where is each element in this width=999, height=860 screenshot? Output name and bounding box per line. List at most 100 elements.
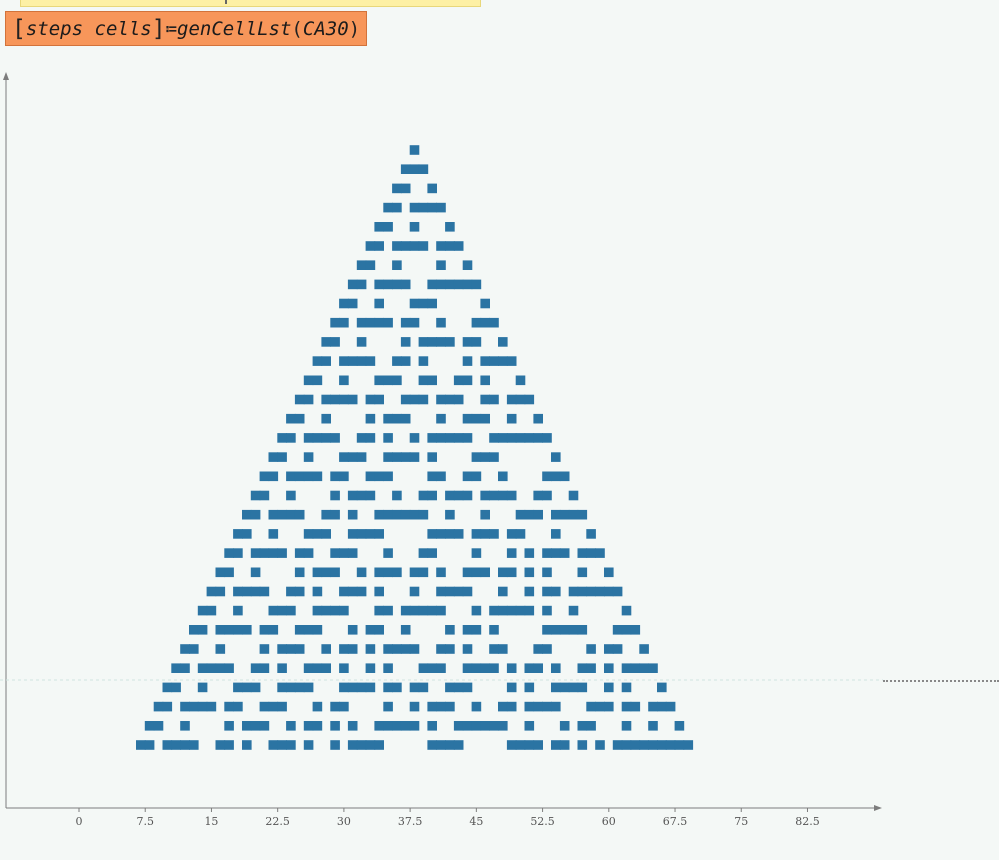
ca-cell [489,721,499,731]
ca-cell [303,452,314,462]
ca-cell [436,317,446,328]
ca-cell [604,567,614,578]
ca-cell [347,279,358,290]
ca-cell [392,567,402,578]
previous-math-region[interactable] [20,0,481,7]
ca-cell [559,721,570,731]
ca-cell [551,740,561,750]
ca-cell [586,644,596,654]
ca-cell [542,548,552,558]
ca-cell [365,682,376,693]
ca-cell [515,375,526,386]
ca-cell [436,337,446,347]
ca-cell [586,586,596,597]
ca-cell [339,586,349,597]
ca-cell [489,605,499,616]
ca-cell [374,375,384,386]
ca-cell [374,298,384,309]
ca-cell [480,567,490,578]
ca-cell [471,567,482,578]
ca-cell [206,663,217,673]
ca-cell [506,490,517,501]
ca-cell [356,260,367,270]
ca-cell [242,682,252,693]
ca-cell [365,394,376,405]
ca-cell [294,471,305,482]
ca-cell [312,529,323,539]
ca-cell [321,509,331,520]
ca-cell [286,644,296,654]
ca-cell [180,663,190,673]
ca-cell [215,586,226,597]
ca-cell [621,682,632,693]
ca-cell [462,260,473,270]
ca-cell [189,644,199,654]
ca-cell [427,721,437,731]
ca-cell [453,279,464,290]
ca-cell [294,548,305,558]
ca-cell [268,701,279,712]
ca-cell [445,337,455,347]
ca-cell [586,701,596,712]
lhs-cells: cells [94,17,152,40]
ca-cell [533,701,543,712]
ca-cell [515,394,526,405]
ca-cell [436,740,446,750]
ca-cell [453,490,464,501]
ca-cell [268,452,279,462]
ca-cell [568,605,579,616]
ca-cell [559,509,570,520]
ca-cell [542,471,552,482]
ca-cell [286,682,296,693]
ca-cell [400,509,411,520]
ca-cell [365,529,376,539]
ca-cell [189,701,199,712]
ca-cell [383,682,393,693]
ca-cell [604,682,614,693]
x-tick-label: 52.5 [530,815,555,828]
ca-cell [498,701,508,712]
ca-cell [268,548,279,558]
ca-cell [489,394,499,405]
ca-cell [330,471,340,482]
ca-cell [436,260,446,270]
ca-cell [180,721,190,731]
ca-cell [206,701,217,712]
ca-cell [639,663,649,673]
ca-cell [445,682,455,693]
ca-cell [356,490,367,501]
ca-cell [436,701,446,712]
ca-cell [330,567,340,578]
ca-cell [268,625,279,635]
ca-cell [595,740,605,750]
ca-cell [365,663,376,673]
ca-cell [356,317,367,328]
ca-cell [515,605,526,616]
ca-cell [506,740,517,750]
ca-cell [409,145,420,155]
ca-cell [347,586,358,597]
ca-cell [462,413,473,424]
ca-cell [409,567,420,578]
ca-cell [542,586,552,597]
ca-cell [445,241,455,251]
ca-cell [365,260,376,270]
ca-cell [409,202,420,213]
ca-cell [630,701,641,712]
cell-definition-region[interactable]: [steps cells] ≔ genCellLst(CA30) [5,11,368,46]
ca-cell [400,183,411,194]
ca-cell [648,701,658,712]
ca-cell [657,701,667,712]
ca-cell [489,356,499,366]
ca-cell [339,701,349,712]
ca-cell [224,740,234,750]
ca-cell [365,356,376,366]
ca-cell [568,490,579,501]
ca-cell [674,721,685,731]
ca-cell [347,721,358,731]
ca-cell [250,548,261,558]
ca-cell [595,701,605,712]
ca-cell [551,471,561,482]
ca-cell [427,605,437,616]
